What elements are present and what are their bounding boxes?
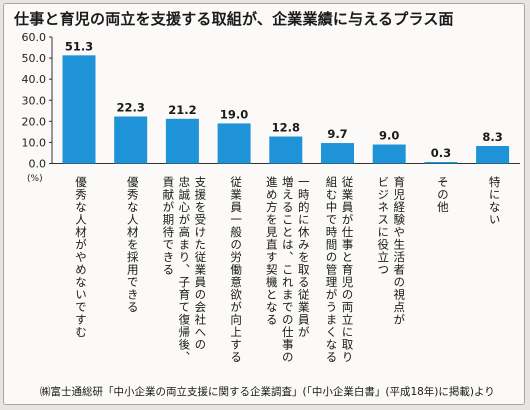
y-tick-label: 30.0 — [22, 94, 47, 107]
x-category-label: 優秀な人材がやめないですむ — [74, 176, 88, 339]
x-category-label: 育児経験や生活者の視点が ビジネスに役立つ — [376, 176, 407, 326]
x-category-label: 従業員一般の労働意欲が向上する — [229, 176, 244, 364]
x-category-label: 一時的に休みを取る従業員が 増えることは、これまでの仕事の 進め方を見直す契機と… — [264, 176, 311, 364]
chart-title: 仕事と育児の両立を支援する取組が、企業業績に与えるプラス面 — [14, 10, 454, 28]
bar-value-label: 22.3 — [117, 100, 145, 114]
bar-value-label: 19.0 — [220, 107, 248, 121]
y-tick-label: 50.0 — [22, 52, 47, 65]
bar-value-label: 51.3 — [65, 39, 93, 53]
source-note: ㈱富士通総研「中小企業の両立支援に関する企業調査」(「中小企業白書」(平成18年… — [40, 386, 495, 398]
bar — [114, 116, 148, 164]
bar-value-label: 0.3 — [431, 146, 451, 160]
x-category-label: その他 — [435, 176, 450, 214]
y-axis-unit: (%) — [27, 174, 43, 184]
bar-value-label: 9.7 — [327, 127, 347, 141]
y-tick-label: 20.0 — [22, 115, 47, 128]
bar — [62, 55, 96, 164]
bar-value-label: 8.3 — [482, 130, 502, 144]
bar — [217, 123, 251, 164]
x-category-label: 特にない — [487, 176, 502, 226]
x-category-label: 従業員が仕事と育児の両立に取り 組む中で時間の管理がうまくなる — [324, 176, 355, 364]
bar — [372, 144, 406, 164]
bar — [476, 146, 510, 164]
y-tick-label: 60.0 — [22, 31, 47, 44]
bar — [321, 143, 354, 164]
x-category-label: 支援を受けた従業員の会社への 忠誠心が高まり、子育て復帰後、 貢献が期待できる — [161, 176, 208, 364]
y-tick-label: 0.0 — [29, 158, 47, 171]
bar-value-label: 21.2 — [168, 103, 196, 117]
y-tick-label: 10.0 — [22, 136, 47, 149]
bar — [424, 162, 458, 164]
bar — [165, 118, 199, 164]
y-tick-label: 40.0 — [22, 73, 47, 86]
bar — [269, 136, 303, 164]
bar-value-label: 12.8 — [272, 121, 300, 135]
bar-value-label: 9.0 — [379, 129, 399, 143]
x-category-label: 優秀な人材を採用できる — [125, 176, 140, 314]
